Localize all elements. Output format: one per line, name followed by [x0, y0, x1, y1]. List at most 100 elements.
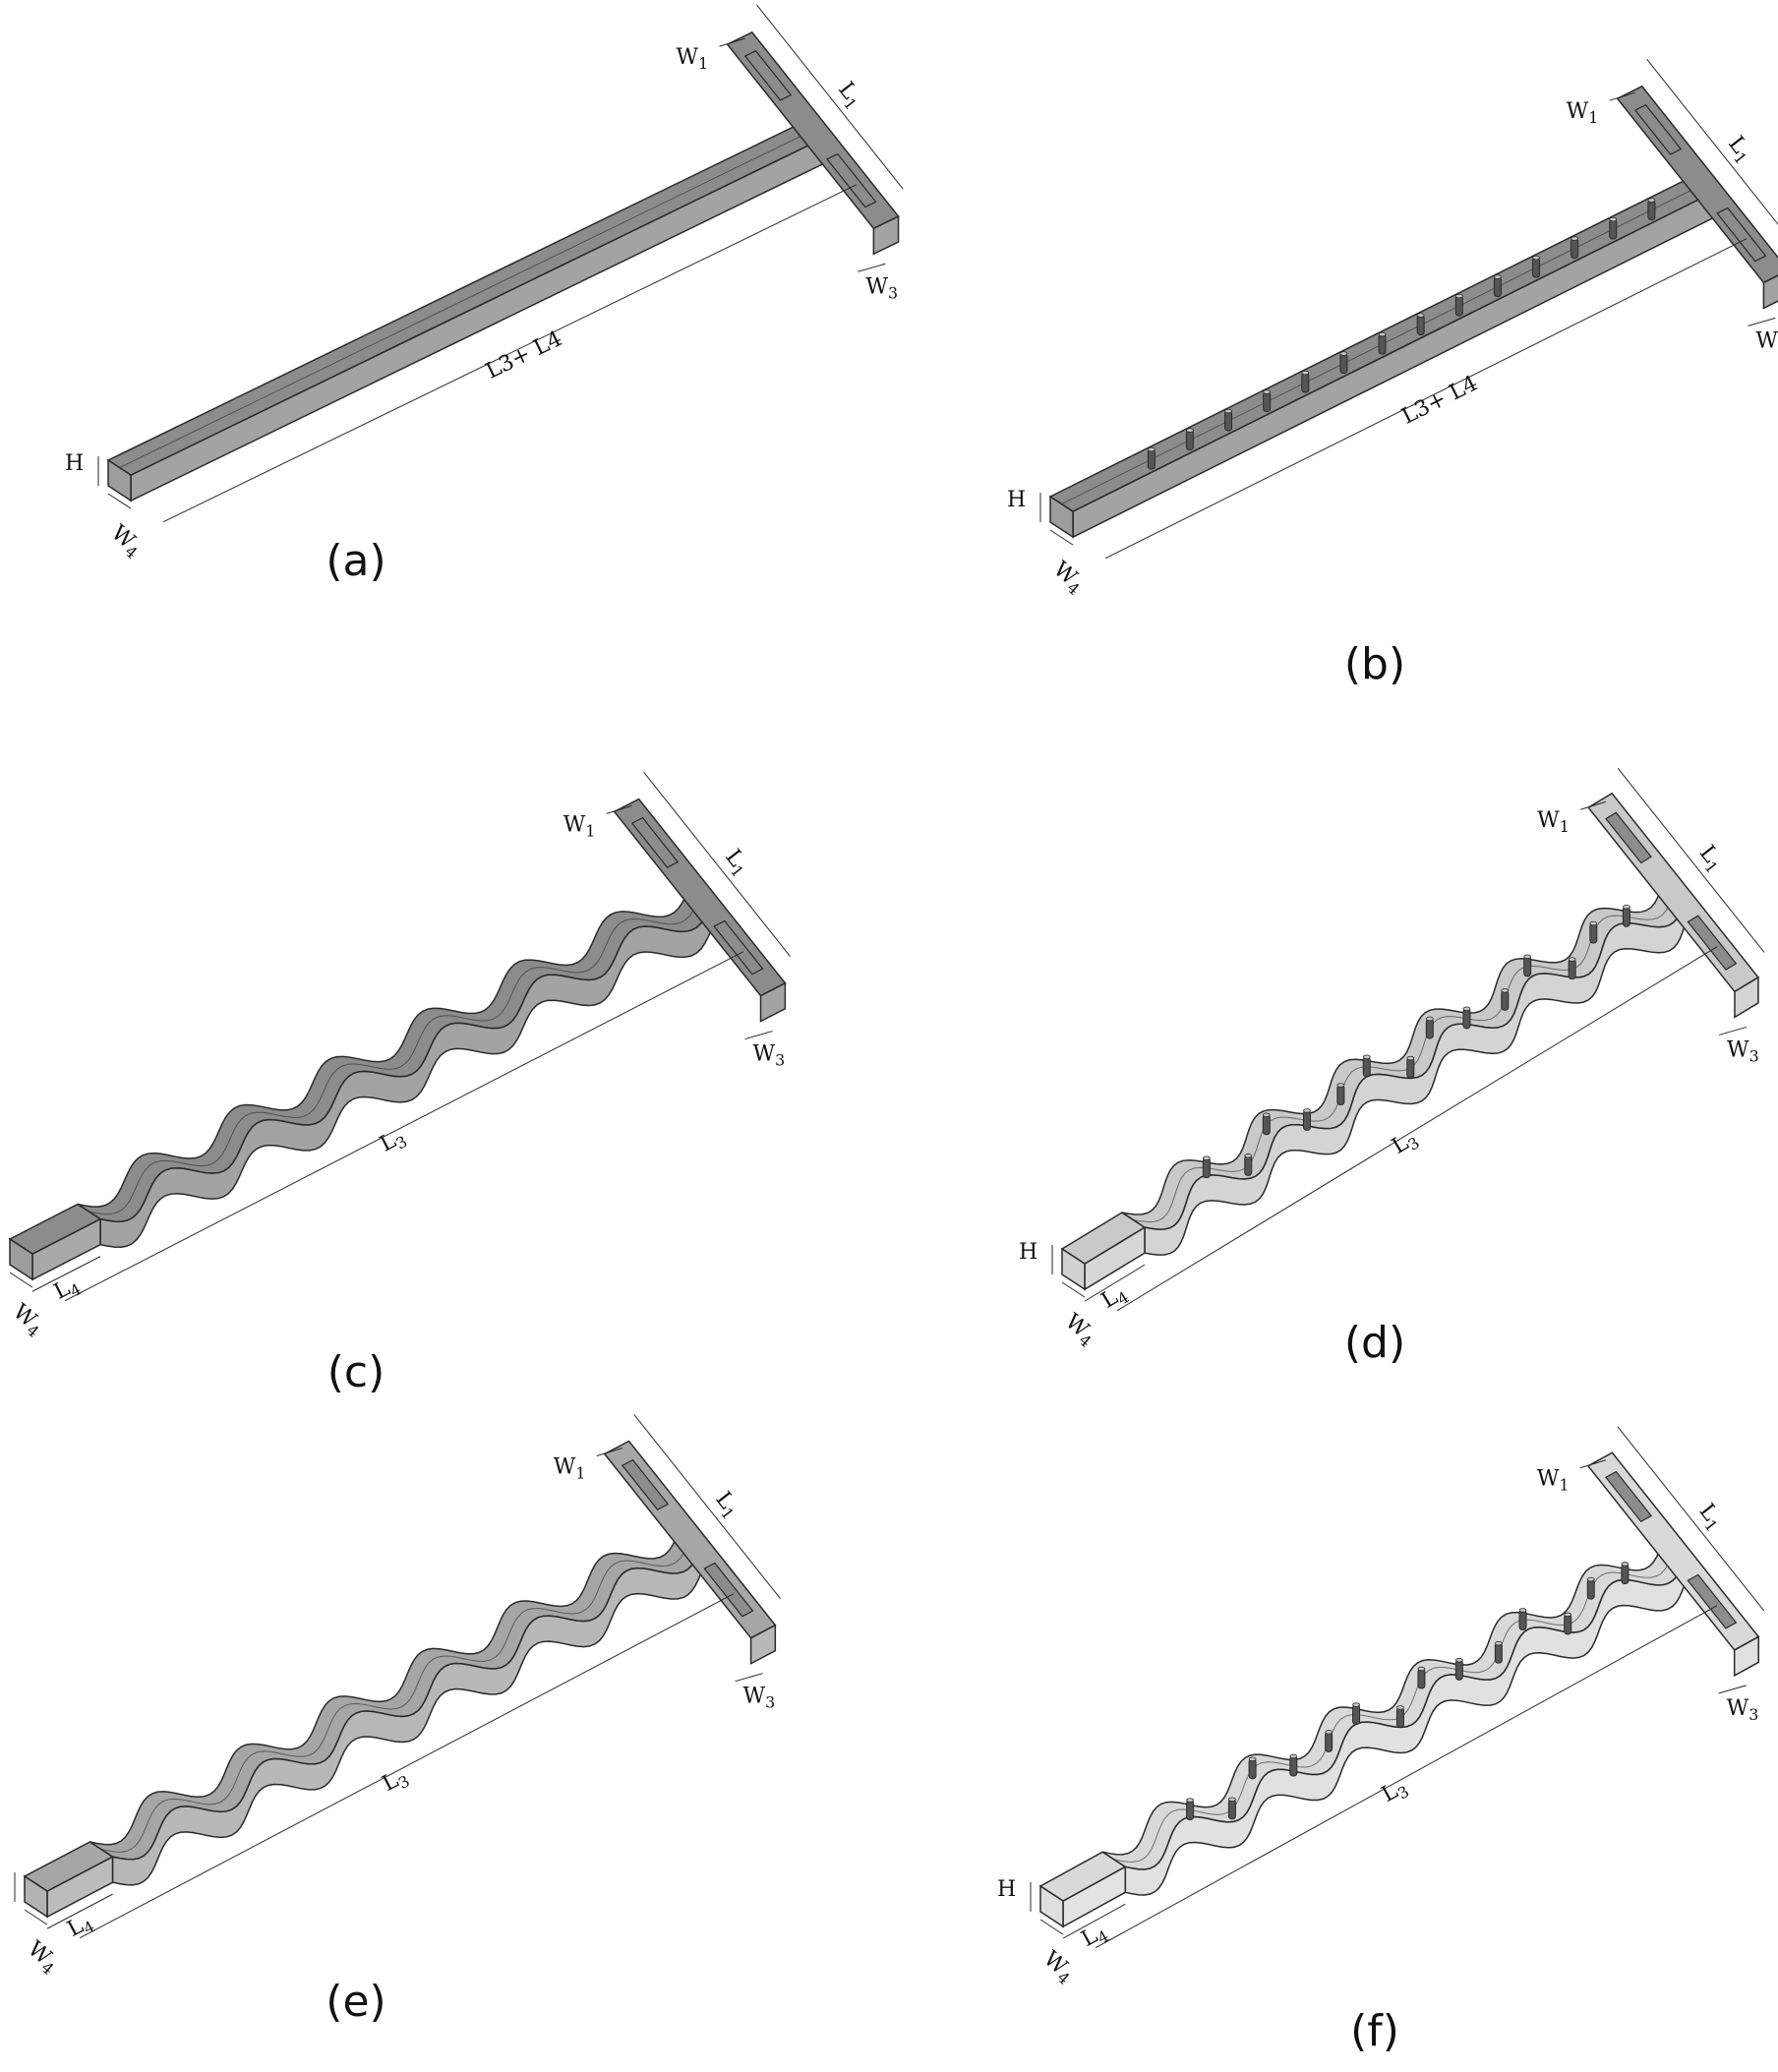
w1-dimension-line	[719, 37, 745, 47]
length-dimension-label: L3+ L4	[1398, 371, 1482, 429]
w1-dimension-label: W1	[1567, 99, 1599, 127]
outlet-arm-slot-2	[1687, 915, 1738, 971]
pin-fin-body	[1362, 1056, 1371, 1078]
pin-fin	[1325, 1730, 1334, 1752]
pin-fin-top	[1263, 389, 1272, 394]
pin-fin-top	[1352, 1702, 1360, 1707]
panel-label-b: (b)	[1344, 639, 1405, 689]
pin-fin	[1462, 1006, 1471, 1030]
pin-fin	[1227, 1797, 1236, 1820]
pin-fin-body	[1263, 391, 1272, 413]
pin-fin	[1224, 408, 1233, 432]
pin-fin	[1289, 1753, 1298, 1777]
main-channel-side-face	[1072, 190, 1715, 539]
pin-fin-top	[1623, 905, 1630, 910]
pin-fin-body	[1586, 1578, 1595, 1600]
l1-dimension-label: L1	[1691, 1500, 1728, 1536]
main-channel-side-face	[130, 136, 825, 503]
l4-dimension-label: L4	[50, 1272, 85, 1307]
pin-fin-body	[1325, 1731, 1334, 1752]
pin-fin-top	[1571, 236, 1579, 241]
pin-fin	[1532, 255, 1541, 278]
outlet-t-bar-end-face	[759, 981, 787, 1023]
w3-dimension-line	[735, 1673, 763, 1683]
outlet-arm-slot-1	[743, 49, 793, 101]
pin-fin-body	[1454, 1659, 1463, 1681]
pin-fin-body	[1301, 372, 1310, 393]
pin-fin-top	[1339, 351, 1348, 356]
outlet-arm-slot-1	[1605, 1470, 1653, 1523]
pin-fin-top	[1425, 1016, 1434, 1022]
pin-fin	[1454, 293, 1463, 317]
w3-dimension-line	[1748, 317, 1776, 326]
pin-fin-top	[1301, 370, 1310, 376]
l4-dimension-label: L4	[1078, 1919, 1112, 1954]
pin-fin-top	[1589, 920, 1598, 926]
main-channel-side-face	[1144, 899, 1686, 1256]
outlet-arm-slot-1	[621, 1458, 670, 1510]
w1-dimension-label: W1	[554, 1454, 586, 1482]
pin-fin-top	[1568, 957, 1576, 962]
length-dimension-line	[1095, 1605, 1718, 1949]
w3-dimension-label: W3	[743, 1685, 776, 1712]
pin-fin-body	[1564, 1614, 1572, 1635]
pin-fin	[1362, 1054, 1371, 1078]
l4-dimension-line	[31, 1256, 101, 1292]
w3-dimension-line	[1718, 1685, 1747, 1694]
pin-fin	[1568, 957, 1576, 980]
outlet-t-bar-end-face	[749, 1624, 777, 1665]
h-dimension-label: H	[65, 451, 84, 476]
pin-fin-body	[1262, 1114, 1271, 1136]
l1-dimension-label: L1	[1691, 841, 1728, 877]
outlet-t-bar-end-face	[1734, 976, 1759, 1019]
pin-fin	[1564, 1612, 1572, 1635]
main-channel-side-face	[1124, 1558, 1686, 1896]
outlet-arm-slot-1	[630, 816, 680, 868]
pin-fin-body	[1425, 1018, 1434, 1039]
pin-fin	[1339, 351, 1348, 375]
h-dimension-label: H	[1007, 488, 1026, 512]
panel-label-d: (d)	[1344, 1318, 1405, 1368]
pin-fin	[1378, 331, 1387, 355]
panel-label-c: (c)	[327, 1347, 385, 1397]
length-dimension-line	[1116, 946, 1718, 1312]
panel-label-e: (e)	[326, 1977, 385, 2027]
pin-fin-top	[1494, 274, 1502, 279]
pin-fin-body	[1621, 1563, 1630, 1584]
pin-fin-top	[1202, 1155, 1211, 1160]
pin-fin	[1262, 1112, 1271, 1136]
pin-fin	[1248, 1756, 1257, 1780]
pin-fin-body	[1395, 1706, 1404, 1728]
length-dimension-line	[1104, 238, 1748, 560]
pin-fin	[1622, 905, 1630, 927]
l4-dimension-line	[1084, 1264, 1146, 1302]
length-dimension-label: L3	[1378, 1774, 1412, 1809]
w1-dimension-label: W1	[677, 45, 709, 73]
pin-fin-top	[1224, 408, 1232, 414]
pin-fin-top	[1532, 255, 1540, 261]
pin-fin-top	[1564, 1612, 1572, 1618]
pin-fin-top	[1336, 1083, 1345, 1088]
w4-dimension-label: W4	[1037, 1946, 1079, 1987]
pin-fin-body	[1303, 1109, 1312, 1131]
l1-dimension-line	[1617, 1426, 1765, 1612]
pin-fin-body	[1289, 1755, 1298, 1777]
outlet-t-bar-end-face	[1733, 1635, 1759, 1678]
panel-label-a: (a)	[326, 536, 385, 586]
pin-fin-body	[1571, 238, 1579, 260]
pin-fin-body	[1339, 353, 1348, 375]
w3-dimension-line	[1718, 1026, 1748, 1036]
outlet-arm-slot-2	[713, 919, 764, 976]
length-dimension-label: L3	[1388, 1126, 1423, 1162]
pin-fin-body	[1494, 1642, 1503, 1664]
pin-fin-body	[1224, 410, 1233, 432]
pin-fin	[1147, 446, 1156, 470]
w4-dimension-line	[1039, 1919, 1064, 1935]
pin-fin	[1425, 1016, 1434, 1039]
pin-fin-body	[1248, 1758, 1257, 1780]
pin-fin	[1352, 1702, 1361, 1726]
pin-fin-top	[1416, 313, 1425, 318]
pin-fin-body	[1336, 1085, 1345, 1106]
main-channel-end-face	[1049, 495, 1074, 539]
pin-fin	[1244, 1154, 1253, 1176]
